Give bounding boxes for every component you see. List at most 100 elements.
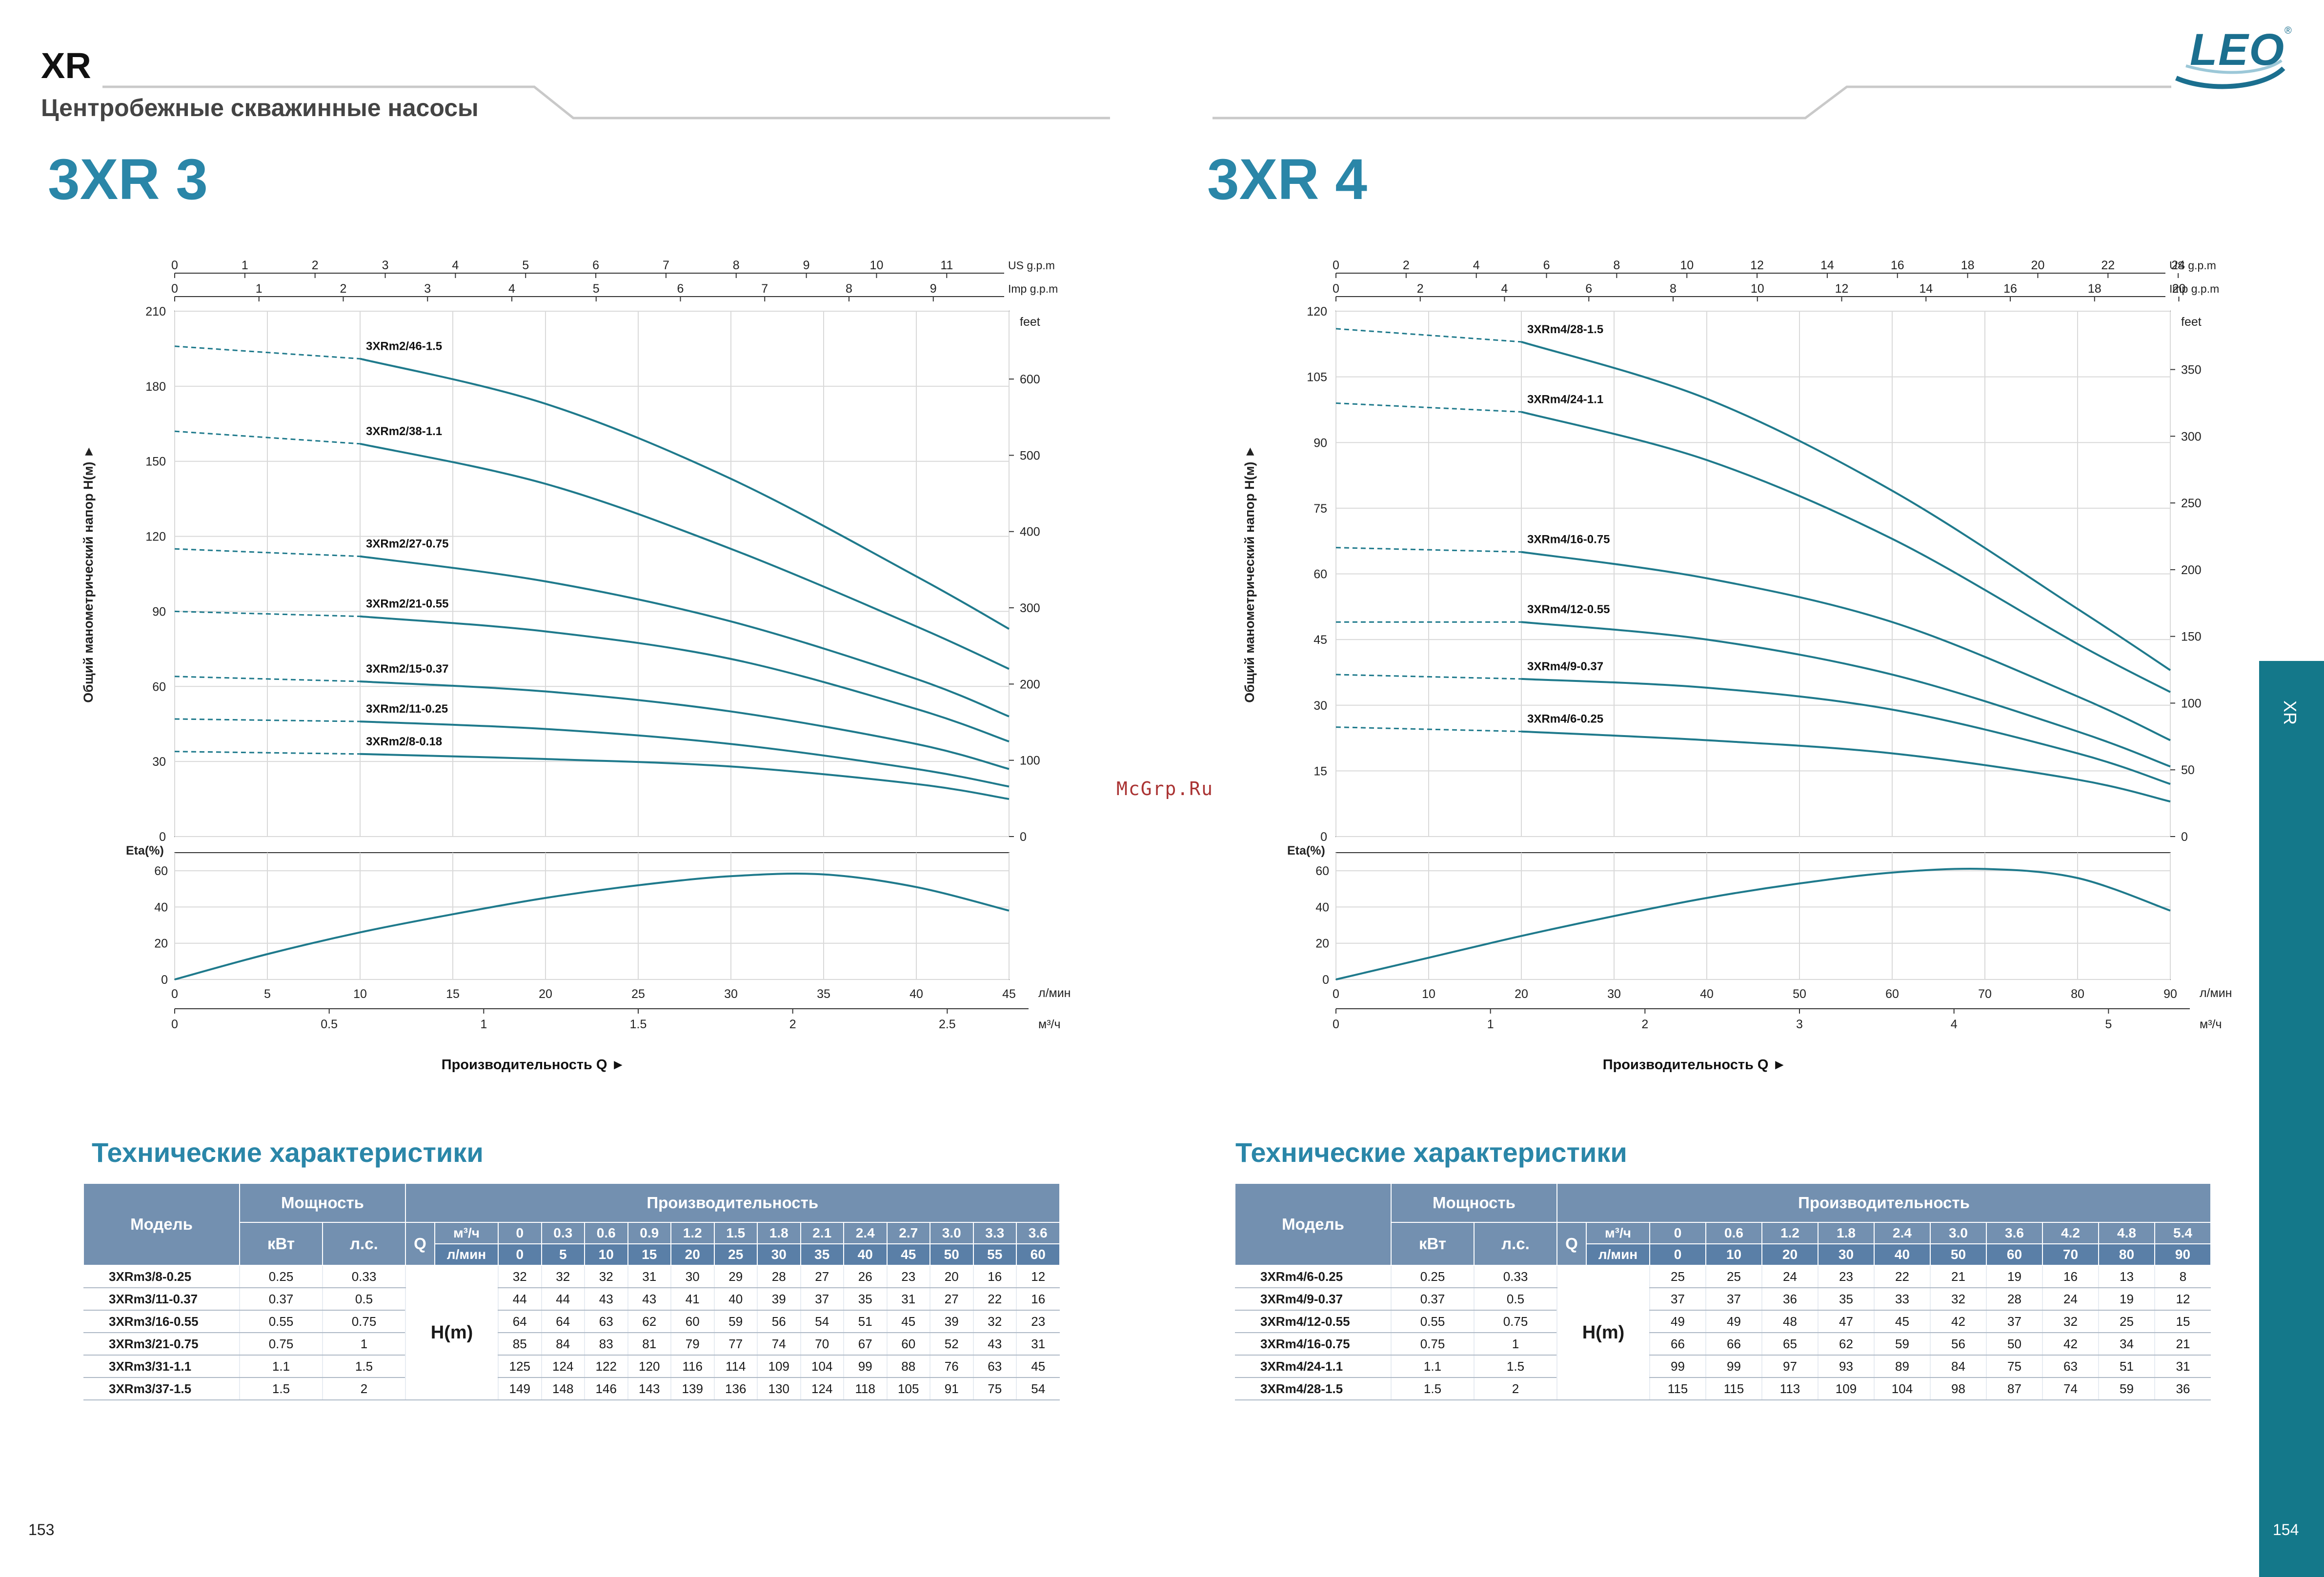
head-value-cell: 52 — [930, 1333, 973, 1356]
m3h-tick-label: 0 — [171, 1018, 178, 1031]
curve-solid-segment — [1521, 730, 2171, 803]
head-value-cell: 122 — [584, 1355, 628, 1378]
flow-m3h-value: 3.6 — [1986, 1222, 2043, 1244]
head-value-cell: 34 — [2098, 1333, 2155, 1356]
us-gpm-tick-label: 18 — [1961, 259, 1975, 272]
curve-dashed-segment — [174, 548, 361, 558]
flow-m3h-value: 3.3 — [972, 1222, 1017, 1244]
x-tick-label: 20 — [539, 987, 552, 1001]
m3h-tick-label: 1 — [480, 1018, 487, 1031]
curve-dashed-segment — [1335, 726, 1522, 733]
flow-m3h-value: 4.2 — [2042, 1222, 2099, 1244]
x-tick-label: 70 — [1978, 987, 1992, 1001]
head-value-cell: 91 — [930, 1377, 973, 1400]
model-cell: 3XRm3/21-0.75 — [83, 1333, 240, 1356]
head-value-cell: 114 — [713, 1355, 757, 1378]
head-value-cell: 59 — [713, 1310, 757, 1333]
eta-tick-label: 40 — [154, 900, 168, 914]
head-value-cell: 29 — [713, 1265, 757, 1288]
x-tick-label: 20 — [1515, 987, 1528, 1001]
head-value-cell: 49 — [1649, 1310, 1706, 1333]
head-value-cell: 32 — [972, 1310, 1016, 1333]
curve-label: 3XRm2/38-1.1 — [366, 425, 442, 438]
us-gpm-tick-label: 2 — [1403, 259, 1410, 272]
flow-lpm-value: 40 — [843, 1243, 888, 1266]
kw-cell: 0.25 — [1391, 1265, 1474, 1288]
m3h-tick-label: 1 — [1487, 1018, 1494, 1031]
flow-lpm-value: 50 — [930, 1243, 974, 1266]
head-value-cell: 43 — [972, 1333, 1016, 1356]
left-spec-title: Технические характеристики — [92, 1137, 484, 1168]
curve-dashed-segment — [174, 676, 361, 682]
x-tick-label: 30 — [724, 987, 738, 1001]
head-value-cell: 143 — [627, 1377, 671, 1400]
flow-lpm-value: 30 — [757, 1243, 801, 1266]
eta-tick-label: 60 — [1315, 864, 1329, 878]
hp-cell: 0.5 — [322, 1288, 405, 1311]
imp-gpm-tick-label: 20 — [2172, 282, 2186, 296]
head-value-cell: 118 — [843, 1377, 887, 1400]
head-value-cell: 63 — [2042, 1355, 2099, 1378]
head-value-cell: 97 — [1761, 1355, 1818, 1378]
head-value-cell: 75 — [972, 1377, 1016, 1400]
col-header-power: Мощность — [239, 1183, 406, 1223]
flow-lpm-value: 50 — [1930, 1243, 1987, 1266]
model-cell: 3XRm4/24-1.1 — [1235, 1355, 1391, 1378]
flow-m3h-value: 1.5 — [713, 1222, 758, 1244]
imp-gpm-tick-label: 0 — [1333, 282, 1339, 296]
eta-curve — [174, 873, 1010, 980]
feet-axis-unit: feet — [2181, 315, 2202, 329]
x-tick-label: 80 — [2071, 987, 2084, 1001]
head-value-cell: 113 — [1761, 1377, 1818, 1400]
imp-gpm-tick-label: 12 — [1835, 282, 1849, 296]
kw-cell: 0.55 — [239, 1310, 323, 1333]
curve-dashed-segment — [174, 718, 361, 722]
head-value-cell: 39 — [757, 1288, 801, 1311]
head-value-cell: 22 — [972, 1288, 1016, 1311]
y-tick-label: 180 — [145, 380, 166, 394]
curve-solid-segment — [360, 358, 1010, 630]
curve-solid-segment — [360, 615, 1010, 742]
series-title: XR — [41, 45, 91, 86]
feet-tick-label: 300 — [1020, 601, 1040, 615]
col-header-q: Q — [405, 1222, 435, 1266]
m3h-tick-label: 0.5 — [321, 1018, 338, 1031]
y-tick-label: 15 — [1314, 764, 1327, 778]
col-header-performance: Производительность — [405, 1183, 1060, 1223]
curve-solid-segment — [360, 720, 1010, 788]
m3h-tick-label: 0 — [1333, 1018, 1339, 1031]
imp-gpm-tick-label: 18 — [2088, 282, 2102, 296]
us-gpm-tick-label: 20 — [2031, 259, 2045, 272]
table-row: 3XRm4/16-0.75 0.75 1 66 66 65 62 59 56 50 42 34 21 — [1235, 1333, 2211, 1356]
head-value-cell: 31 — [627, 1265, 671, 1288]
kw-cell: 0.75 — [239, 1333, 323, 1356]
us-gpm-tick-label: 3 — [382, 259, 389, 272]
head-value-cell: 99 — [1705, 1355, 1762, 1378]
head-value-cell: 23 — [1818, 1265, 1874, 1288]
head-value-cell: 56 — [1930, 1333, 1986, 1356]
flow-lpm-value: 20 — [670, 1243, 715, 1266]
curve-label: 3XRm2/46-1.5 — [366, 339, 442, 353]
page-number-right: 154 — [2273, 1521, 2299, 1538]
head-value-cell: 37 — [1986, 1310, 2042, 1333]
imp-gpm-tick-label: 1 — [256, 282, 263, 296]
us-gpm-unit: US g.p.m — [2169, 259, 2216, 272]
left-spec-table-wrap: Модель Мощность Производительность кВт л.с. Q… — [83, 1183, 1060, 1400]
head-value-cell: 63 — [584, 1310, 628, 1333]
head-value-cell: 28 — [1986, 1288, 2042, 1311]
head-value-cell: 30 — [670, 1265, 714, 1288]
head-value-cell: 93 — [1818, 1355, 1874, 1378]
us-gpm-tick-label: 0 — [1333, 259, 1339, 272]
curve-dashed-segment — [1335, 547, 1522, 553]
head-value-cell: 104 — [1874, 1377, 1930, 1400]
m3h-tick-label: 2.5 — [939, 1018, 956, 1031]
table-row: 3XRm3/16-0.55 0.55 0.75 64 64 63 62 60 59 56 54 51 4… — [83, 1310, 1060, 1333]
model-cell: 3XRm3/8-0.25 — [83, 1265, 240, 1288]
feet-tick-label: 150 — [2181, 630, 2202, 644]
col-header-q: Q — [1556, 1222, 1587, 1266]
head-value-cell: 115 — [1705, 1377, 1762, 1400]
head-value-cell: 45 — [886, 1310, 930, 1333]
head-value-cell: 48 — [1761, 1310, 1818, 1333]
m3h-tick-label: 1.5 — [630, 1018, 647, 1031]
head-value-cell: 40 — [713, 1288, 757, 1311]
